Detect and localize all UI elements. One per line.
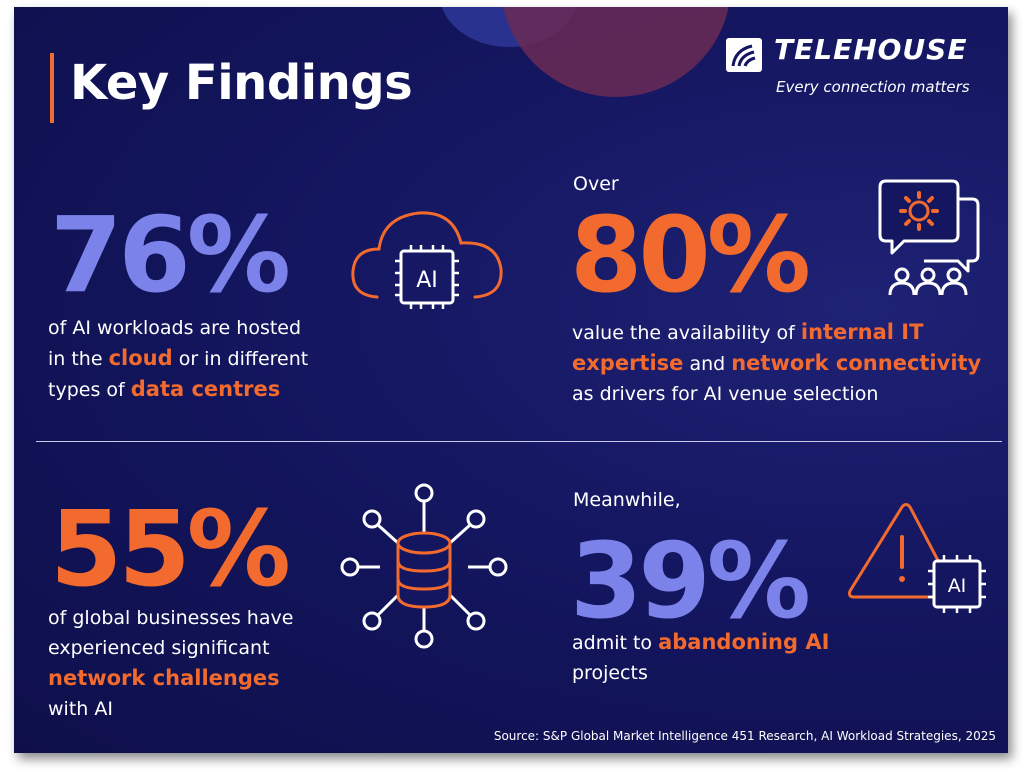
cloud-ai-chip-icon: AI	[351, 211, 503, 309]
description-line: value the availability of internal IT	[572, 320, 924, 344]
decorative-circle-maroon	[501, 7, 731, 97]
description-line: of global businesses have	[48, 607, 294, 629]
description-line: in the cloud or in different	[48, 346, 309, 370]
description-line: of AI workloads are hosted	[48, 317, 302, 339]
title-accent-bar	[50, 53, 54, 123]
page-title: Key Findings	[70, 55, 413, 111]
team-discussion-gear-icon	[878, 179, 980, 296]
infographic-card: Key Findings TELEHOUSE Every connection …	[14, 7, 1008, 753]
stat-description-80: value the availability of internal IT ex…	[572, 317, 981, 409]
description-line: admit to abandoning AI	[572, 630, 830, 654]
stat-value-55: 55%	[50, 488, 291, 610]
telehouse-logo-icon	[726, 38, 762, 72]
description-line: types of data centres	[48, 377, 281, 401]
section-divider	[36, 441, 1002, 442]
stat-description-55: of global businesses have experienced si…	[48, 603, 293, 724]
description-line: as drivers for AI venue selection	[572, 383, 879, 405]
description-line: expertise and network connectivity	[572, 351, 982, 375]
chip-label: AI	[416, 268, 438, 293]
brand-name: TELEHOUSE	[774, 33, 968, 66]
stat-value-80: 80%	[570, 194, 811, 316]
brand-tagline: Every connection matters	[776, 78, 970, 96]
source-citation: Source: S&P Global Market Intelligence 4…	[493, 729, 996, 743]
stat-description-39: admit to abandoning AI projects	[572, 627, 829, 688]
chip-label: AI	[948, 575, 967, 597]
description-line: experienced significant	[48, 637, 270, 659]
database-network-icon	[340, 483, 508, 649]
description-line: network challenges	[48, 666, 280, 690]
stat-value-39: 39%	[570, 520, 811, 642]
description-line: projects	[572, 662, 648, 684]
stat-value-76: 76%	[50, 194, 291, 316]
stat-description-76: of AI workloads are hosted in the cloud …	[48, 313, 308, 405]
stat-prefix-meanwhile: Meanwhile,	[573, 489, 681, 511]
warning-ai-chip-icon: AI	[848, 503, 986, 613]
stat-prefix-over: Over	[573, 173, 619, 195]
description-line: with AI	[48, 698, 113, 720]
